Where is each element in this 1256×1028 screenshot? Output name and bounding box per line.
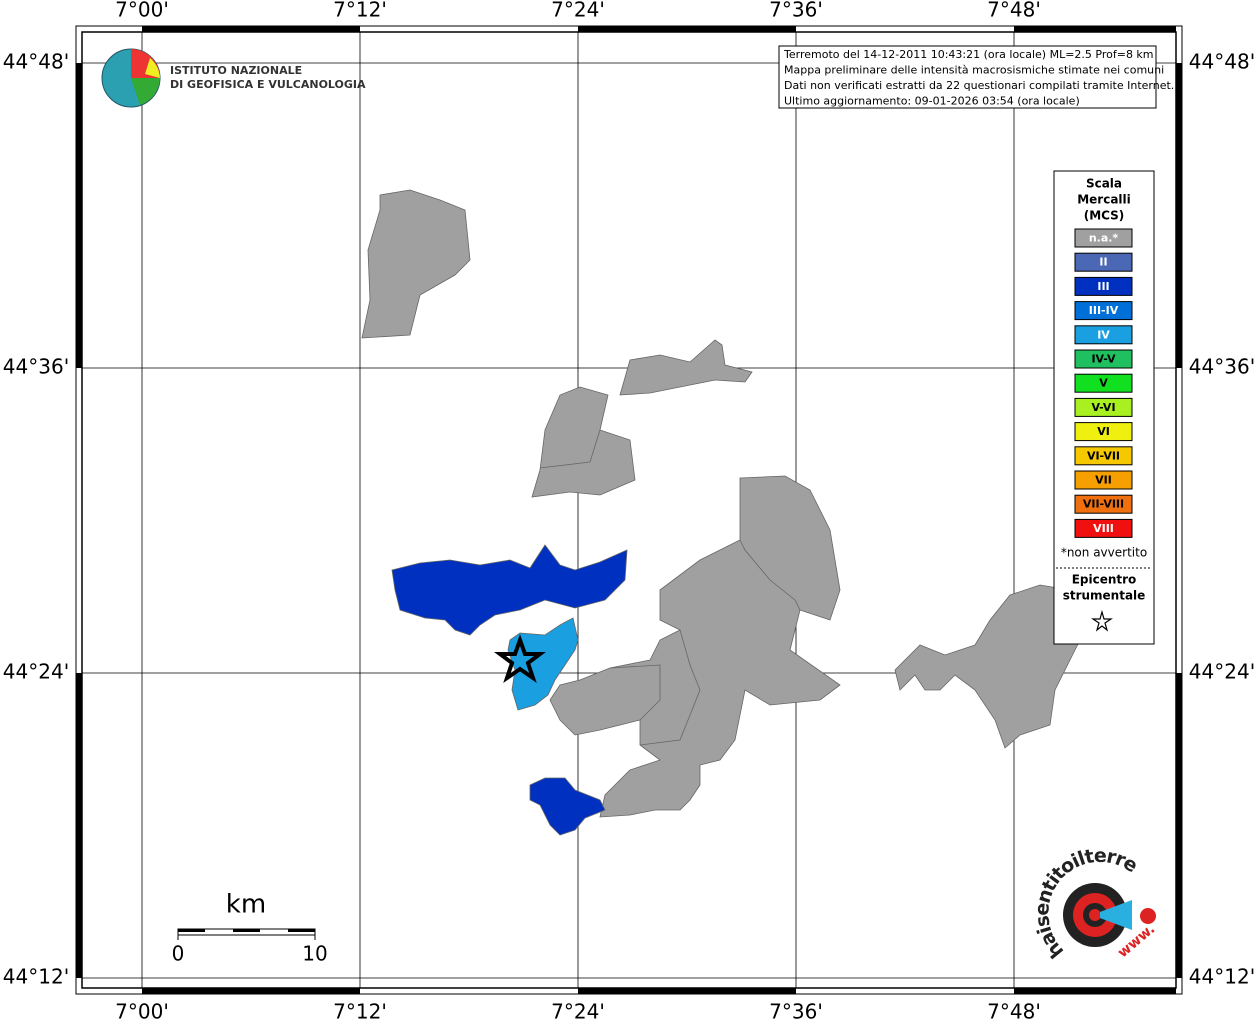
- legend-star: [1091, 609, 1113, 632]
- legend-swatch: [1074, 301, 1133, 321]
- region: [391, 544, 628, 636]
- legend-label: VI-VII: [1087, 449, 1120, 462]
- info-line: Mappa preliminare delle intensità macros…: [784, 64, 1164, 77]
- legend-label: n.a.*: [1089, 232, 1119, 245]
- legend-swatch: [1074, 422, 1133, 442]
- legend-label: V: [1099, 377, 1108, 390]
- frame-bar: [142, 26, 360, 32]
- latitude-label: 44°36': [1189, 355, 1255, 379]
- epicenter-star: [494, 634, 546, 684]
- scale-label: 0: [172, 942, 185, 966]
- latitude-label: 44°48': [3, 50, 69, 74]
- info-line: Terremoto del 14-12-2011 10:43:21 (ora l…: [783, 48, 1154, 61]
- frame-bar: [1176, 63, 1182, 368]
- latitude-label: 44°24': [3, 660, 69, 684]
- longitude-label: 7°12': [333, 1000, 387, 1024]
- longitude-label: 7°00': [115, 1000, 169, 1024]
- latitude-label: 44°12': [1189, 965, 1255, 989]
- legend-label: VIII: [1093, 522, 1114, 535]
- longitude-label: 7°48': [987, 0, 1041, 22]
- latitude-label: 44°24': [1189, 660, 1255, 684]
- logo-text: ISTITUTO NAZIONALE: [170, 64, 302, 77]
- latitude-label: 44°12': [3, 965, 69, 989]
- legend-label: II: [1099, 256, 1107, 269]
- frame-bar: [142, 988, 360, 994]
- frame-bar: [1014, 26, 1176, 32]
- site-logo-beam: [1100, 900, 1132, 930]
- legend-label: VII-VIII: [1083, 498, 1124, 511]
- longitude-label: 7°24': [551, 1000, 605, 1024]
- scale-bar-segment: [233, 929, 260, 932]
- scale-bar-segment: [178, 929, 205, 932]
- region: [507, 617, 579, 711]
- info-text: Terremoto del 14-12-2011 10:43:21 (ora l…: [783, 48, 1174, 108]
- region: [361, 189, 471, 339]
- scale-bar-segment: [288, 929, 315, 932]
- scale-label: 10: [302, 942, 327, 966]
- logo-segment: [131, 78, 160, 105]
- region: [529, 777, 606, 836]
- region: [531, 386, 636, 498]
- frame-bar: [1176, 673, 1182, 978]
- longitude-label: 7°24': [551, 0, 605, 22]
- frame-bar: [578, 26, 796, 32]
- legend-label: III-IV: [1089, 304, 1119, 317]
- info-box: [778, 45, 1157, 109]
- legend-swatch: [1074, 349, 1133, 369]
- longitude-label: 7°36': [769, 1000, 823, 1024]
- region: [894, 584, 1081, 749]
- region-border: [539, 429, 601, 469]
- frame-bar: [578, 988, 796, 994]
- region-border: [609, 664, 661, 721]
- regions: [361, 189, 1081, 836]
- logo-text: DI GEOFISICA E VULCANOLOGIA: [170, 78, 366, 91]
- frame-bar: [76, 673, 82, 978]
- region: [619, 339, 753, 396]
- legend-swatch: [1074, 325, 1133, 345]
- legend-title: Scala: [1086, 177, 1122, 191]
- legend-epicenter-title: strumentale: [1063, 589, 1146, 603]
- legend-swatch: [1074, 252, 1133, 272]
- legend-swatch: [1074, 397, 1133, 417]
- legend-swatch: [1074, 518, 1133, 538]
- region-border: [739, 539, 801, 611]
- legend-label: IV: [1097, 328, 1110, 341]
- latitude-label: 44°48': [1189, 50, 1255, 74]
- ingv-logo: ISTITUTO NAZIONALE DI GEOFISICA E VULCAN…: [101, 48, 366, 108]
- region-border: [639, 629, 701, 746]
- legend-swatch: [1074, 228, 1133, 248]
- site-logo-dot: [1140, 908, 1156, 924]
- frame-bars: [76, 26, 1182, 994]
- legend-title: Mercalli: [1077, 193, 1131, 207]
- info-line: Ultimo aggiornamento: 09-01-2026 03:54 (…: [784, 95, 1080, 108]
- scale-bar: km 0 10: [172, 890, 328, 966]
- legend-note: *non avvertito: [1061, 546, 1147, 560]
- scale-unit: km: [226, 890, 266, 920]
- frame-bar: [76, 63, 82, 368]
- longitude-label: 7°36': [769, 0, 823, 22]
- legend-swatch: [1074, 494, 1133, 514]
- legend-swatch: [1074, 446, 1133, 466]
- legend-swatch: [1074, 373, 1133, 393]
- longitude-label: 7°00': [115, 0, 169, 22]
- legend-label: III: [1097, 280, 1109, 293]
- legend-label: VII: [1095, 474, 1112, 487]
- legend: ScalaMercalli(MCS)n.a.*IIIIIIII-IVIVIV-V…: [1074, 177, 1133, 538]
- site-logo-ring: [1089, 909, 1101, 921]
- longitude-label: 7°12': [333, 0, 387, 22]
- longitude-label: 7°48': [987, 1000, 1041, 1024]
- legend-label: IV-V: [1091, 353, 1116, 366]
- legend-epicenter-title: Epicentro: [1072, 573, 1137, 587]
- legend-label: V-VI: [1091, 401, 1115, 414]
- legend-swatch: [1074, 470, 1133, 490]
- frame-bar: [1014, 988, 1176, 994]
- info-line: Dati non verificati estratti da 22 quest…: [784, 79, 1174, 92]
- legend-label: VI: [1097, 425, 1110, 438]
- legend-swatch: [1074, 276, 1133, 296]
- latitude-label: 44°36': [3, 355, 69, 379]
- logo-segment: [145, 58, 160, 78]
- legend-title: (MCS): [1084, 209, 1125, 223]
